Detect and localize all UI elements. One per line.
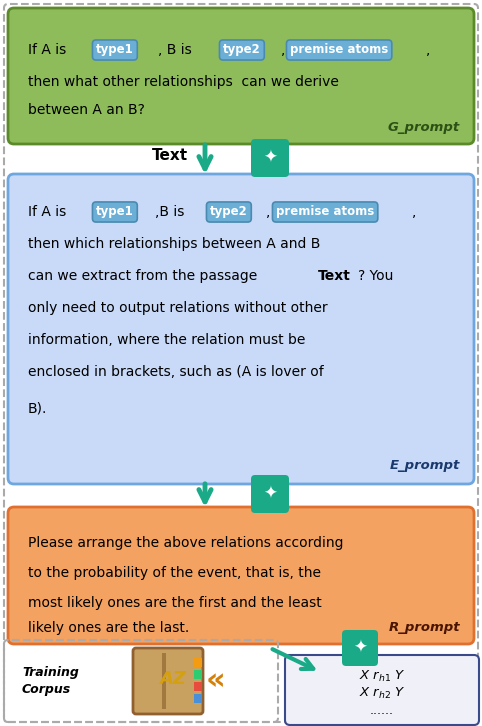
Bar bbox=[194, 658, 202, 667]
FancyBboxPatch shape bbox=[8, 8, 474, 144]
FancyBboxPatch shape bbox=[8, 507, 474, 644]
Text: premise atoms: premise atoms bbox=[290, 44, 388, 57]
Text: B).: B). bbox=[28, 401, 47, 415]
Text: then which relationships between A and B: then which relationships between A and B bbox=[28, 237, 321, 251]
Text: then what other relationships  can we derive: then what other relationships can we der… bbox=[28, 75, 339, 89]
Text: «: « bbox=[205, 666, 225, 696]
Text: AZ: AZ bbox=[160, 670, 187, 688]
Text: type1: type1 bbox=[96, 44, 134, 57]
Text: enclosed in brackets, such as (A is lover of: enclosed in brackets, such as (A is love… bbox=[28, 365, 324, 379]
FancyBboxPatch shape bbox=[251, 475, 289, 513]
FancyBboxPatch shape bbox=[162, 653, 166, 709]
Text: only need to output relations without other: only need to output relations without ot… bbox=[28, 301, 328, 315]
Text: to the probability of the event, that is, the: to the probability of the event, that is… bbox=[28, 566, 321, 580]
Text: R_prompt: R_prompt bbox=[388, 621, 460, 635]
Text: ......: ...... bbox=[370, 703, 394, 717]
Text: $X\ r_{h2}\ Y$: $X\ r_{h2}\ Y$ bbox=[359, 685, 405, 701]
FancyBboxPatch shape bbox=[133, 648, 203, 714]
Text: ,: , bbox=[266, 205, 270, 219]
Bar bbox=[194, 694, 202, 703]
Text: premise atoms: premise atoms bbox=[276, 205, 374, 219]
Text: ,B is: ,B is bbox=[155, 205, 185, 219]
Bar bbox=[194, 670, 202, 679]
FancyBboxPatch shape bbox=[251, 139, 289, 177]
Text: $X\ r_{h1}\ Y$: $X\ r_{h1}\ Y$ bbox=[359, 669, 405, 684]
Text: type2: type2 bbox=[210, 205, 248, 219]
Text: Text: Text bbox=[152, 147, 188, 163]
Text: Text: Text bbox=[318, 269, 351, 283]
Text: ? You: ? You bbox=[358, 269, 393, 283]
Text: E_prompt: E_prompt bbox=[389, 459, 460, 471]
Text: can we extract from the passage: can we extract from the passage bbox=[28, 269, 266, 283]
Text: information, where the relation must be: information, where the relation must be bbox=[28, 333, 306, 347]
Text: most likely ones are the first and the least: most likely ones are the first and the l… bbox=[28, 596, 322, 610]
Text: likely ones are the last.: likely ones are the last. bbox=[28, 621, 189, 635]
FancyBboxPatch shape bbox=[285, 655, 479, 725]
Text: If A is: If A is bbox=[28, 205, 66, 219]
Text: ,: , bbox=[412, 205, 416, 219]
Text: between A an B?: between A an B? bbox=[28, 103, 145, 117]
Text: ✦: ✦ bbox=[263, 485, 277, 503]
FancyBboxPatch shape bbox=[342, 630, 378, 666]
Text: Training
Corpus: Training Corpus bbox=[22, 666, 79, 696]
Text: , B is: , B is bbox=[158, 43, 192, 57]
Text: ,: , bbox=[281, 43, 285, 57]
Bar bbox=[194, 682, 202, 691]
Text: ✦: ✦ bbox=[353, 639, 367, 657]
Text: G_prompt: G_prompt bbox=[388, 121, 460, 134]
Text: Please arrange the above relations according: Please arrange the above relations accor… bbox=[28, 536, 344, 550]
Text: ,: , bbox=[426, 43, 430, 57]
Text: If A is: If A is bbox=[28, 43, 66, 57]
Text: type2: type2 bbox=[223, 44, 261, 57]
Text: ✦: ✦ bbox=[263, 149, 277, 167]
Text: type1: type1 bbox=[96, 205, 134, 219]
FancyBboxPatch shape bbox=[8, 174, 474, 484]
